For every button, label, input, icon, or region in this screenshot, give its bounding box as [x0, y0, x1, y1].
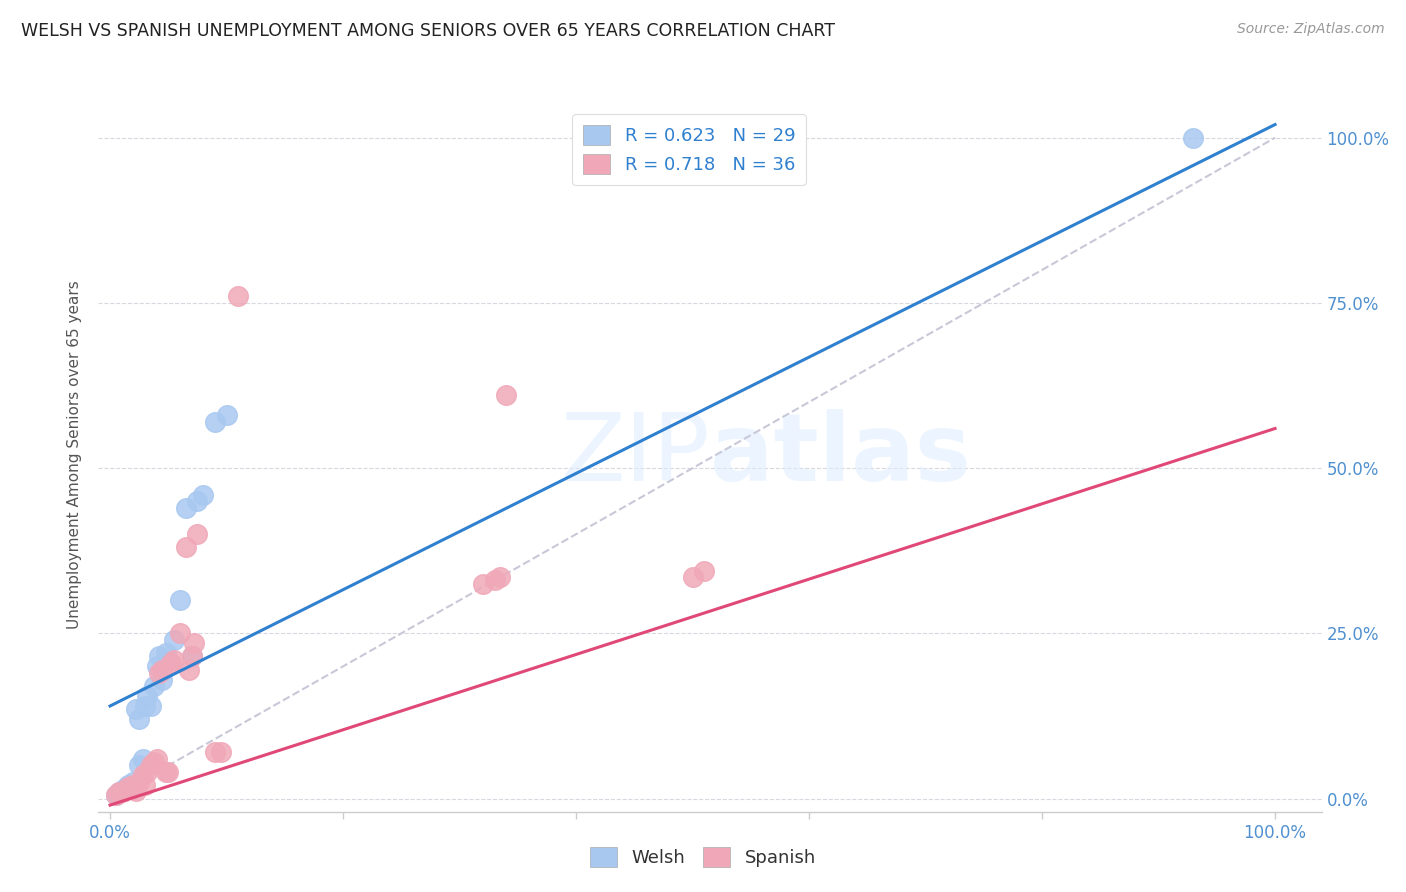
Point	[143, 755, 166, 769]
Point	[136, 689, 159, 703]
Point	[128, 712, 150, 726]
Point	[152, 673, 174, 687]
Point	[131, 752, 153, 766]
Point	[193, 487, 215, 501]
Point	[139, 698, 162, 713]
Point	[186, 527, 208, 541]
Point	[125, 783, 148, 797]
Point	[112, 781, 135, 796]
Point	[122, 775, 145, 789]
Point	[134, 778, 156, 792]
Point	[104, 788, 127, 802]
Point	[169, 593, 191, 607]
Point	[1182, 130, 1205, 145]
Point	[204, 415, 226, 429]
Text: Source: ZipAtlas.com: Source: ZipAtlas.com	[1237, 22, 1385, 37]
Point	[148, 665, 170, 680]
Point	[489, 570, 512, 584]
Point	[157, 765, 180, 780]
Point	[152, 663, 174, 677]
Point	[120, 781, 142, 796]
Point	[226, 289, 249, 303]
Point	[108, 785, 131, 799]
Point	[112, 783, 135, 797]
Point	[143, 679, 166, 693]
Point	[111, 783, 134, 797]
Point	[183, 636, 205, 650]
Point	[139, 758, 162, 772]
Point	[125, 702, 148, 716]
Point	[155, 646, 177, 660]
Point	[180, 649, 202, 664]
Point	[209, 745, 232, 759]
Point	[484, 574, 506, 588]
Point	[128, 775, 150, 789]
Point	[174, 541, 197, 555]
Text: WELSH VS SPANISH UNEMPLOYMENT AMONG SENIORS OVER 65 YEARS CORRELATION CHART: WELSH VS SPANISH UNEMPLOYMENT AMONG SENI…	[21, 22, 835, 40]
Point	[155, 765, 177, 780]
Point	[169, 626, 191, 640]
Y-axis label: Unemployment Among Seniors over 65 years: Unemployment Among Seniors over 65 years	[67, 281, 83, 629]
Point	[495, 388, 517, 402]
Point	[693, 564, 716, 578]
Point	[145, 659, 167, 673]
Point	[159, 656, 181, 670]
Point	[163, 653, 186, 667]
Point	[134, 698, 156, 713]
Legend: Welsh, Spanish: Welsh, Spanish	[582, 839, 824, 874]
Point	[179, 663, 201, 677]
Point	[163, 632, 186, 647]
Point	[148, 649, 170, 664]
Text: atlas: atlas	[710, 409, 972, 501]
Point	[174, 500, 197, 515]
Point	[128, 758, 150, 772]
Point	[136, 765, 159, 780]
Point	[117, 778, 139, 792]
Point	[108, 785, 131, 799]
Legend: R = 0.623   N = 29, R = 0.718   N = 36: R = 0.623 N = 29, R = 0.718 N = 36	[572, 114, 806, 185]
Point	[471, 576, 494, 591]
Point	[180, 649, 202, 664]
Point	[111, 785, 134, 799]
Point	[145, 752, 167, 766]
Point	[186, 494, 208, 508]
Point	[215, 409, 238, 423]
Text: ZIP: ZIP	[561, 409, 710, 501]
Point	[157, 653, 180, 667]
Point	[682, 570, 704, 584]
Point	[131, 768, 153, 782]
Point	[122, 778, 145, 792]
Point	[204, 745, 226, 759]
Point	[120, 780, 142, 794]
Point	[117, 780, 139, 794]
Point	[104, 788, 127, 802]
